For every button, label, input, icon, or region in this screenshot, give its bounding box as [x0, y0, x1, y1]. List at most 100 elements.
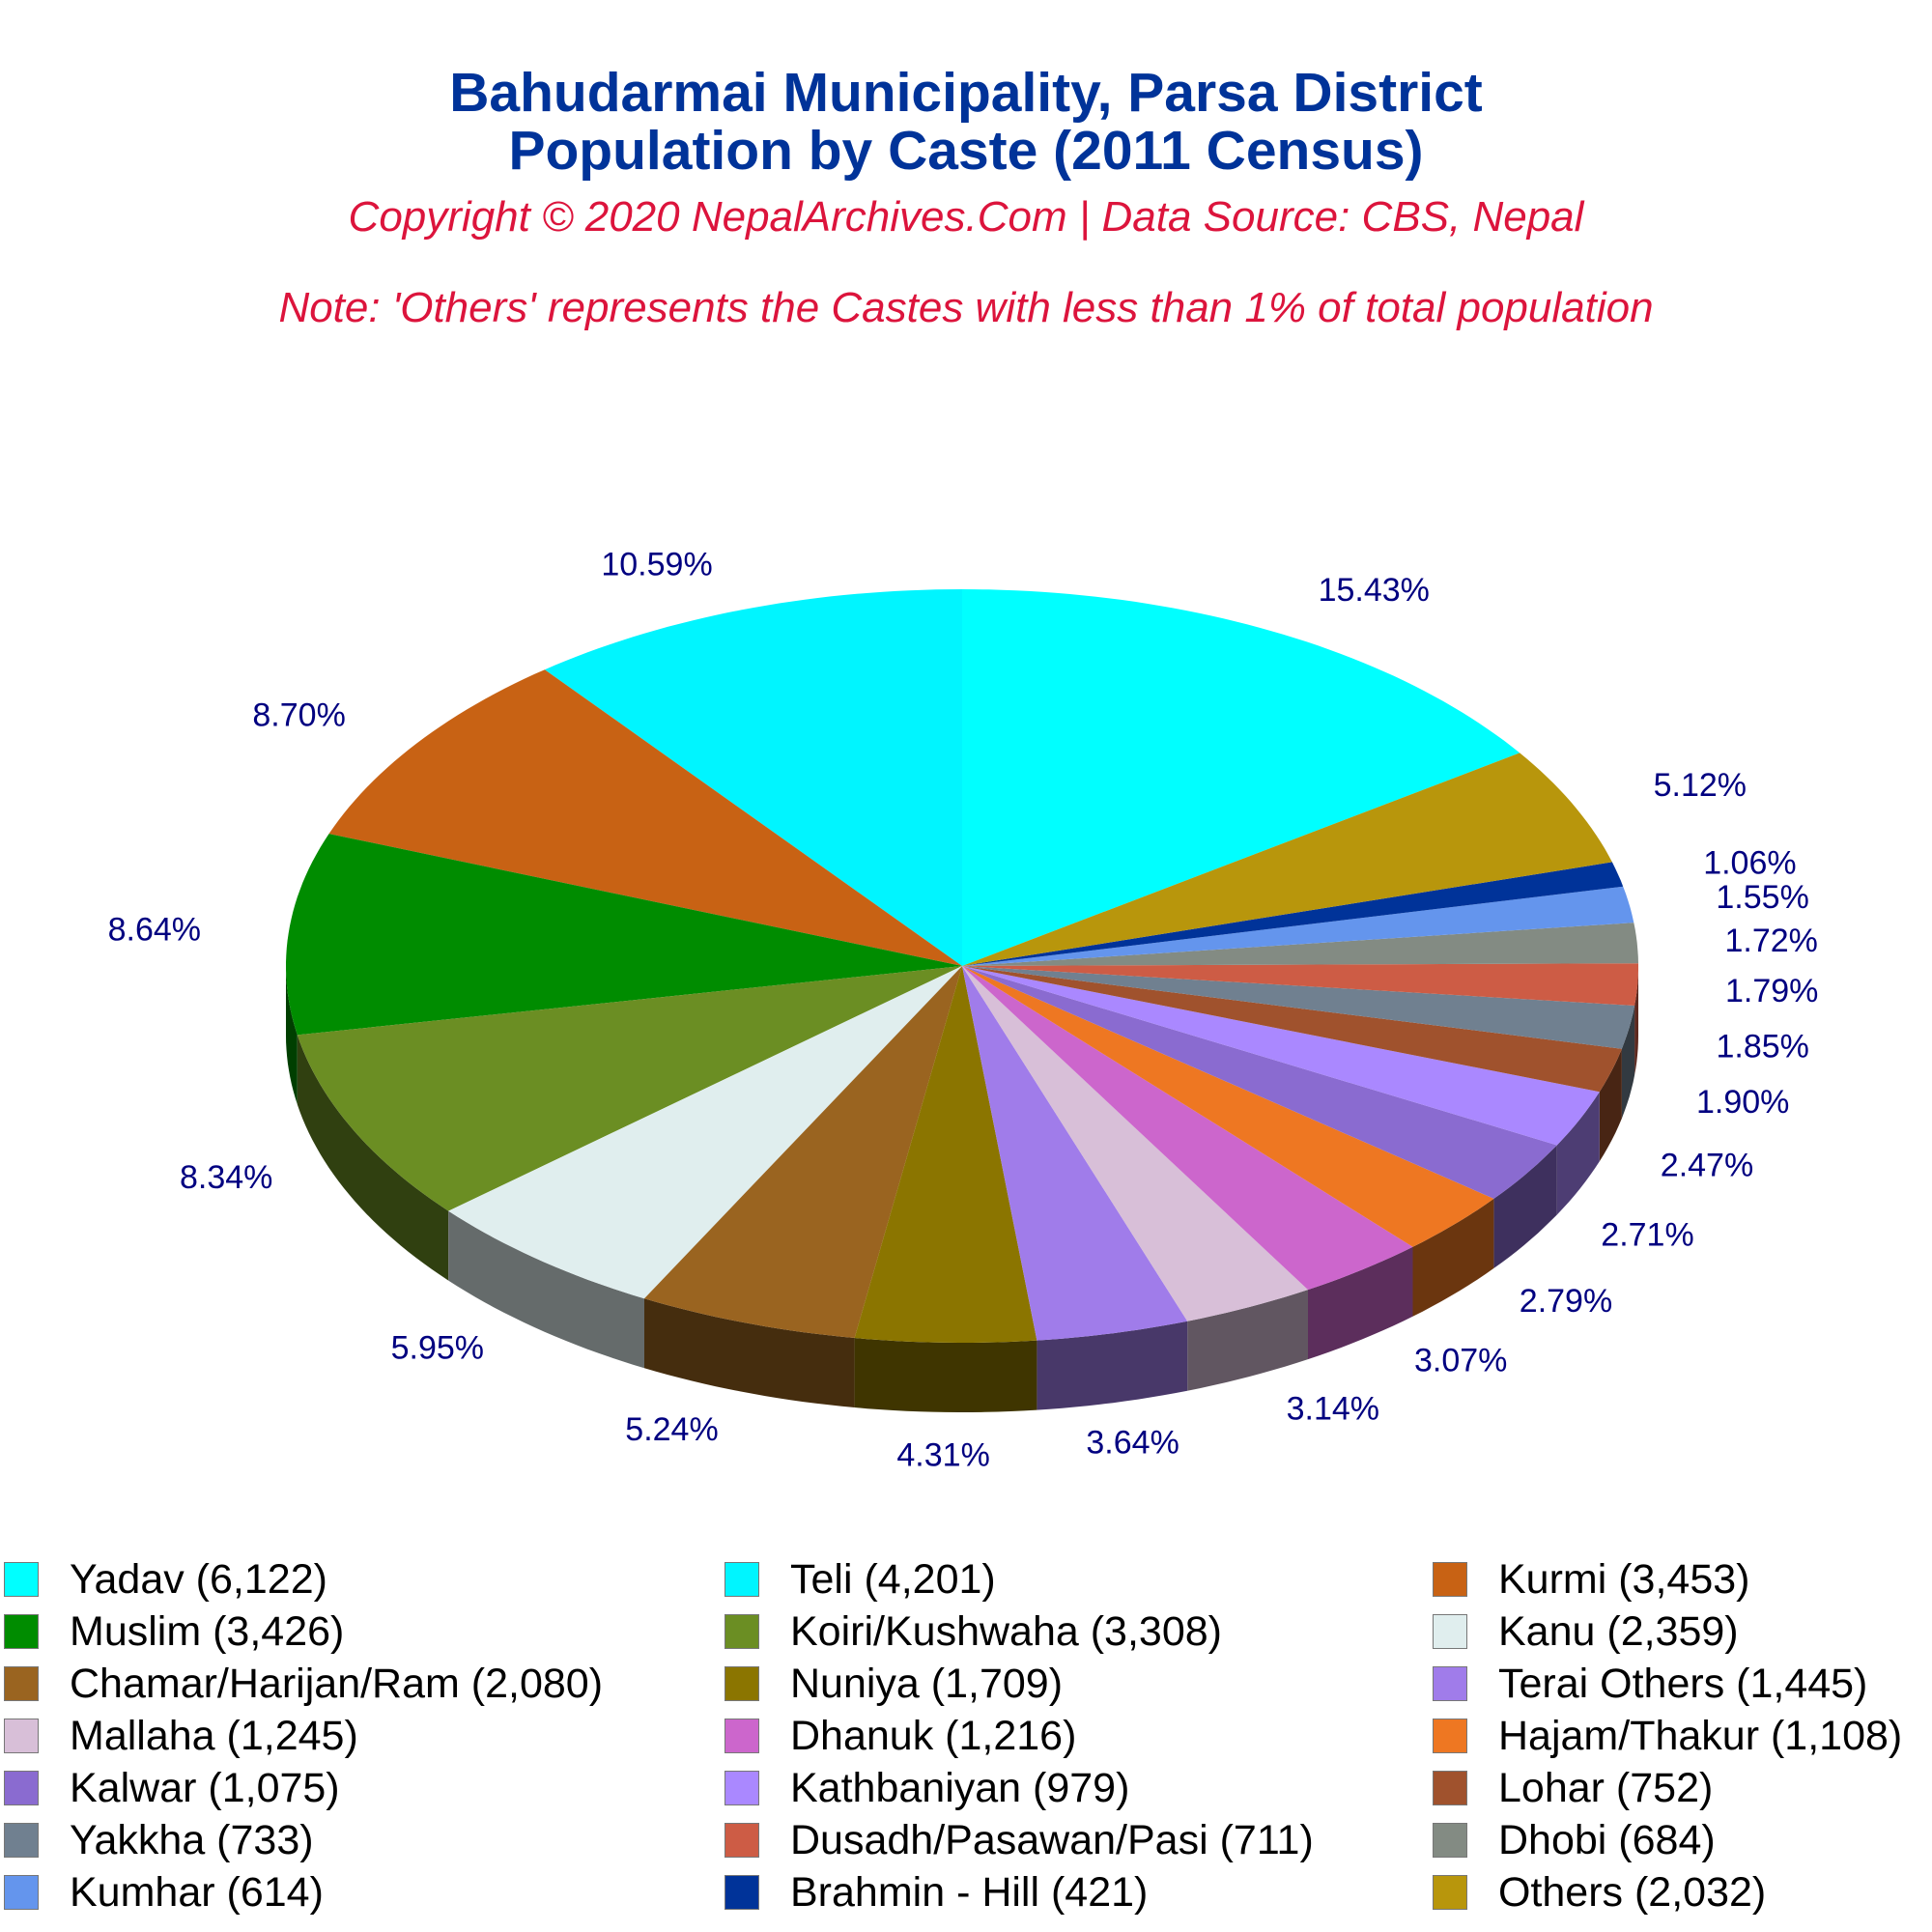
- percent-label: 1.55%: [1716, 879, 1808, 916]
- slice-teli[interactable]: [544, 589, 962, 966]
- legend-label: Terai Others (1,445): [1498, 1660, 1868, 1707]
- pie-chart: 15.43% 10.59% 8.70% 8.64% 8.34% 5.95% 5.24% 4.3…: [108, 547, 1819, 1474]
- legend-item[interactable]: Chamar/Harijan/Ram (2,080): [4, 1660, 604, 1707]
- legend-label: Kanu (2,359): [1498, 1607, 1739, 1655]
- legend-swatch: [724, 1666, 759, 1701]
- slice-dusadh-pasawan-pasi[interactable]: [962, 963, 1638, 1006]
- percent-label: 2.79%: [1520, 1283, 1612, 1320]
- slice-side-kathbaniyan: [1556, 1092, 1600, 1215]
- percent-label: 1.72%: [1725, 923, 1818, 959]
- percent-label: 1.90%: [1696, 1084, 1789, 1121]
- percent-label: 3.14%: [1287, 1391, 1379, 1428]
- legend-item[interactable]: Lohar (752): [1433, 1764, 1714, 1811]
- legend-item[interactable]: Hajam/Thakur (1,108): [1433, 1712, 1903, 1759]
- slice-side-kanu: [448, 1210, 644, 1369]
- legend-item[interactable]: Mallaha (1,245): [4, 1712, 358, 1759]
- legend-swatch: [1433, 1771, 1467, 1805]
- slice-brahmin-hill[interactable]: [962, 862, 1624, 966]
- legend-item[interactable]: Yakkha (733): [4, 1817, 314, 1863]
- slice-side-yakkha: [1621, 1006, 1635, 1119]
- legend-label: Chamar/Harijan/Ram (2,080): [70, 1660, 604, 1707]
- slice-hajam-thakur[interactable]: [962, 966, 1494, 1247]
- slice-yadav[interactable]: [962, 589, 1520, 966]
- slice-kurmi[interactable]: [328, 669, 963, 966]
- legend-label: Mallaha (1,245): [70, 1712, 358, 1759]
- percent-label: 2.47%: [1661, 1147, 1753, 1183]
- percent-label: 4.31%: [896, 1436, 989, 1473]
- legend-label: Lohar (752): [1498, 1764, 1714, 1811]
- slice-muslim[interactable]: [286, 834, 962, 1036]
- legend-item[interactable]: Dusadh/Pasawan/Pasi (711): [724, 1816, 1314, 1863]
- legend-label: Koiri/Kushwaha (3,308): [790, 1607, 1222, 1655]
- slice-side-dusadh-pasawan-pasi: [1634, 966, 1638, 1075]
- legend-item[interactable]: Nuniya (1,709): [724, 1660, 1064, 1707]
- legend-swatch: [1433, 1614, 1467, 1649]
- legend-item[interactable]: Brahmin - Hill (421): [724, 1868, 1149, 1916]
- percent-label: 5.24%: [625, 1411, 718, 1448]
- slice-kathbaniyan[interactable]: [962, 966, 1600, 1146]
- legend-label: Nuniya (1,709): [790, 1660, 1064, 1707]
- percent-label: 1.79%: [1725, 973, 1818, 1009]
- legend-swatch: [4, 1719, 39, 1753]
- legend-swatch: [1433, 1823, 1467, 1858]
- legend-swatch: [4, 1614, 39, 1649]
- slice-side-koiri-kushwaha: [297, 1035, 449, 1281]
- slice-side-muslim: [286, 966, 298, 1105]
- legend-swatch: [4, 1666, 39, 1701]
- legend-item[interactable]: Kalwar (1,075): [4, 1764, 340, 1811]
- legend-item[interactable]: Dhanuk (1,216): [724, 1713, 1076, 1759]
- legend-item[interactable]: Muslim (3,426): [4, 1607, 345, 1655]
- slice-others[interactable]: [962, 753, 1612, 966]
- slice-dhobi[interactable]: [962, 923, 1638, 966]
- slice-side-hajam-thakur: [1412, 1198, 1494, 1317]
- legend-item[interactable]: Kanu (2,359): [1433, 1607, 1739, 1655]
- legend-item[interactable]: Others (2,032): [1433, 1868, 1767, 1916]
- slice-kumhar[interactable]: [962, 886, 1634, 966]
- legend-label: Others (2,032): [1498, 1868, 1767, 1916]
- legend-label: Hajam/Thakur (1,108): [1498, 1712, 1903, 1759]
- slice-koiri-kushwaha[interactable]: [297, 966, 962, 1211]
- percent-label: 1.06%: [1703, 845, 1796, 882]
- legend-swatch: [724, 1719, 759, 1753]
- legend-item[interactable]: Kumhar (614): [4, 1869, 324, 1916]
- slice-kanu[interactable]: [448, 966, 962, 1299]
- legend-swatch: [1433, 1562, 1467, 1597]
- legend-swatch: [1433, 1719, 1467, 1753]
- slice-side-mallaha: [1187, 1290, 1308, 1391]
- percent-label: 5.95%: [391, 1329, 484, 1366]
- legend-label: Yadav (6,122): [70, 1555, 327, 1603]
- legend-swatch: [4, 1562, 39, 1597]
- percent-label: 8.64%: [108, 912, 201, 949]
- legend-label: Dusadh/Pasawan/Pasi (711): [790, 1816, 1314, 1863]
- percent-label: 8.70%: [252, 697, 345, 734]
- slice-chamar-harijan-ram[interactable]: [644, 966, 962, 1338]
- legend-label: Muslim (3,426): [70, 1607, 345, 1655]
- legend-item[interactable]: Kathbaniyan (979): [724, 1764, 1130, 1811]
- legend-item[interactable]: Yadav (6,122): [4, 1555, 327, 1603]
- slice-nuniya[interactable]: [854, 966, 1037, 1343]
- legend-label: Kathbaniyan (979): [790, 1764, 1130, 1811]
- chart-title-line2: Population by Caste (2011 Census): [508, 120, 1424, 182]
- legend-item[interactable]: Koiri/Kushwaha (3,308): [724, 1607, 1222, 1655]
- percent-label: 1.85%: [1717, 1028, 1809, 1065]
- legend-label: Kurmi (3,453): [1498, 1555, 1750, 1603]
- legend-label: Kalwar (1,075): [70, 1764, 340, 1811]
- percent-label: 15.43%: [1319, 572, 1430, 609]
- slice-mallaha[interactable]: [962, 966, 1308, 1321]
- slice-side-lohar: [1599, 1048, 1622, 1162]
- slice-dhanuk[interactable]: [962, 966, 1413, 1291]
- legend-label: Brahmin - Hill (421): [790, 1868, 1149, 1916]
- slice-yakkha[interactable]: [962, 966, 1635, 1049]
- slice-side-nuniya: [854, 1338, 1037, 1412]
- legend-swatch: [1433, 1875, 1467, 1910]
- legend-item[interactable]: Terai Others (1,445): [1433, 1660, 1868, 1707]
- legend-item[interactable]: Dhobi (684): [1433, 1817, 1716, 1863]
- percent-label: 2.71%: [1601, 1216, 1693, 1253]
- slice-terai-others[interactable]: [962, 966, 1188, 1341]
- slice-side-dhanuk: [1308, 1246, 1413, 1360]
- slice-lohar[interactable]: [962, 966, 1622, 1093]
- legend-item[interactable]: Teli (4,201): [724, 1556, 996, 1603]
- legend-item[interactable]: Kurmi (3,453): [1433, 1555, 1750, 1603]
- copyright-text: Copyright © 2020 NepalArchives.Com | Dat…: [348, 193, 1584, 241]
- slice-kalwar[interactable]: [962, 966, 1557, 1199]
